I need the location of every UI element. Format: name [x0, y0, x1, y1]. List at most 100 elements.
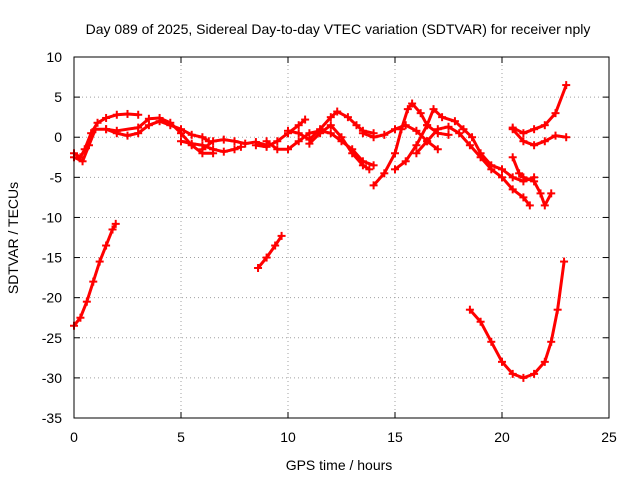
data-point	[326, 129, 335, 138]
data-point	[455, 129, 464, 138]
data-point	[294, 121, 303, 130]
data-point	[433, 125, 442, 134]
data-point	[134, 123, 143, 132]
series-arc-5	[177, 137, 245, 156]
data-point	[560, 257, 569, 266]
data-point	[337, 133, 346, 142]
series-line	[72, 222, 118, 328]
data-point	[284, 145, 292, 154]
data-point	[498, 173, 506, 182]
data-point	[498, 165, 506, 174]
x-tick-label: 0	[70, 429, 78, 445]
x-tick-label: 25	[601, 429, 617, 445]
data-point	[187, 139, 196, 148]
data-point	[444, 130, 453, 139]
data-point	[540, 201, 549, 210]
data-point	[177, 137, 185, 146]
data-point	[333, 107, 342, 116]
data-point	[547, 337, 556, 346]
series-layer	[70, 81, 571, 382]
y-tick-label: -30	[42, 370, 62, 386]
data-point	[273, 137, 282, 146]
data-point	[251, 141, 260, 150]
data-point	[177, 129, 185, 138]
data-point	[284, 126, 292, 135]
x-tick-label: 5	[177, 429, 185, 445]
tick-layer: 0 5 10 15 20 25 10 5 0 -5 -10 -15 -20 -25 -30 -35	[42, 49, 617, 445]
data-point	[380, 169, 389, 178]
data-point	[487, 165, 496, 174]
data-point	[358, 129, 367, 138]
plot-frame	[73, 56, 610, 419]
data-point	[326, 121, 335, 130]
data-point	[408, 99, 417, 108]
data-point	[358, 161, 367, 170]
y-tick-label: 0	[54, 129, 62, 145]
data-point	[412, 126, 421, 135]
data-point	[515, 169, 524, 178]
data-point	[487, 337, 496, 346]
data-point	[369, 161, 378, 170]
data-point	[403, 105, 412, 114]
y-tick-label: 10	[46, 49, 62, 65]
series-line	[256, 234, 284, 270]
series-arc-17	[508, 153, 556, 210]
data-point	[519, 193, 528, 202]
data-point	[219, 147, 228, 156]
data-point	[277, 231, 286, 240]
grid-layer	[74, 57, 609, 418]
data-point	[236, 142, 245, 151]
data-point	[468, 133, 477, 142]
data-point	[271, 241, 280, 250]
data-point	[241, 139, 250, 148]
series-arc-14	[391, 105, 539, 186]
data-point	[459, 125, 468, 134]
data-point	[412, 149, 421, 158]
data-point	[108, 225, 117, 234]
series-line	[286, 110, 376, 142]
series-arc-10	[284, 107, 378, 144]
data-point	[540, 121, 549, 130]
data-point	[230, 145, 239, 154]
data-point	[519, 129, 528, 138]
data-point	[391, 149, 399, 158]
data-point	[294, 129, 303, 138]
data-point	[219, 135, 228, 144]
data-point	[508, 125, 517, 134]
y-tick-label: -10	[42, 209, 62, 225]
data-point	[519, 137, 528, 146]
data-point	[416, 109, 425, 118]
data-point	[369, 133, 378, 142]
data-point	[444, 122, 453, 131]
data-point	[102, 125, 111, 134]
x-tick-label: 10	[280, 429, 296, 445]
y-tick-label: -25	[42, 330, 62, 346]
data-point	[352, 121, 361, 130]
data-point	[91, 125, 100, 134]
data-point	[476, 317, 485, 326]
data-point	[423, 121, 432, 130]
series-line	[372, 102, 450, 187]
data-point	[123, 109, 132, 118]
data-point	[380, 130, 389, 139]
data-point	[530, 369, 539, 378]
data-point	[76, 313, 85, 322]
data-point	[102, 241, 111, 250]
data-point	[166, 118, 175, 127]
data-point	[562, 133, 571, 142]
data-point	[95, 257, 104, 266]
data-point	[401, 157, 410, 166]
data-point	[343, 113, 352, 122]
data-point	[412, 141, 421, 150]
y-tick-label: 5	[54, 89, 62, 105]
y-axis-label: SDTVAR / TECUs	[5, 182, 21, 294]
series-arc-16	[465, 257, 569, 382]
data-point	[230, 137, 239, 146]
data-point	[530, 141, 539, 150]
y-tick-label: -5	[50, 169, 63, 185]
data-point	[547, 189, 556, 198]
data-point	[123, 131, 132, 140]
data-point	[540, 357, 549, 366]
